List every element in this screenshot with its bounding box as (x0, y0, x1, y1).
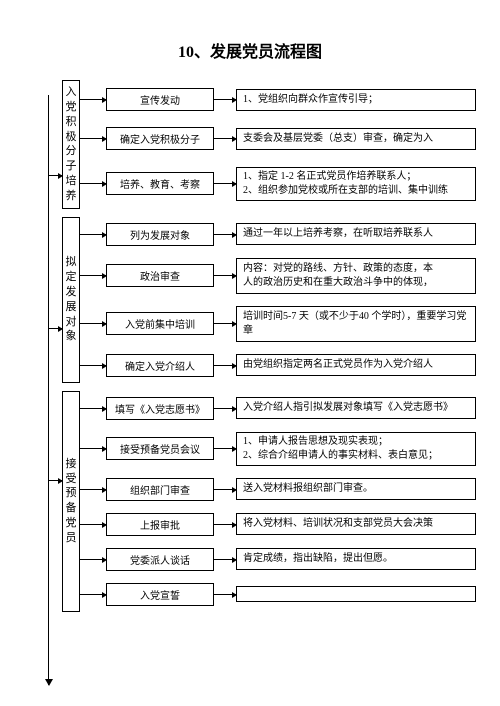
desc-line: 1、申请人报告思想及现实表现； (243, 435, 469, 449)
desc-box: 送入党材料报组织部门审查。 (236, 478, 476, 500)
section-2-rows: 列为发展对象 通过一年以上培养考察，在听取培养联系人 政治审查 内容：对党的路线… (80, 217, 482, 383)
step-box: 入党前集中培训 (106, 312, 214, 335)
flow-row: 填写《入党志愿书》 入党介绍人指引拟发展对象填写《入党志愿书》 (80, 391, 482, 426)
connector (80, 489, 106, 490)
connector (80, 234, 106, 235)
desc-box: 内容：对党的路线、方针、政策的态度，本 人的政治历史和在重大政治斗争中的体现， (236, 258, 476, 294)
desc-box: 将入党材料、培训状况和支部党员大会决策 (236, 513, 476, 535)
connector (80, 99, 106, 100)
connector (80, 365, 106, 366)
desc-line: 送入党材料报组织部门审查。 (243, 482, 469, 496)
flow-row: 确定入党介绍人 由党组织指定两名正式党员作为入党介绍人 (80, 348, 482, 383)
desc-box: 肯定成绩，指出缺陷，提出但愿。 (236, 548, 476, 570)
flow-spine (48, 95, 49, 685)
flow-row: 确定入党积极分子 支委会及基层党委（总支）审查，确定为入 (80, 121, 482, 156)
section-3: 接受预备党员 填写《入党志愿书》 入党介绍人指引拟发展对象填写《入党志愿书》 接… (62, 391, 482, 612)
step-box: 接受预备党员会议 (106, 437, 214, 460)
connector (214, 138, 236, 139)
connector (80, 408, 106, 409)
connector (214, 448, 236, 449)
connector (80, 323, 106, 324)
desc-box: 1、党组织向群众作宣传引导； (236, 89, 476, 111)
desc-box: 入党介绍人指引拟发展对象填写《入党志愿书》 (236, 397, 476, 419)
connector (80, 448, 106, 449)
desc-line: 人的政治历史和在重大政治斗争中的体现， (243, 276, 469, 290)
desc-box: 培训时间5-7 天（或不少于40 个学时），重要学习党章 (236, 306, 476, 342)
step-box: 确定入党积极分子 (106, 127, 214, 150)
desc-line: 2、综合介绍申请人的事实材料、表白意见； (243, 449, 469, 463)
flow-row: 列为发展对象 通过一年以上培养考察，在听取培养联系人 (80, 217, 482, 252)
page-title: 10、发展党员流程图 (0, 0, 500, 80)
spine-tick-2 (48, 328, 62, 329)
desc-line: 将入党材料、培训状况和支部党员大会决策 (243, 517, 469, 531)
desc-line: 通过一年以上培养考察，在听取培养联系人 (243, 227, 469, 241)
connector (214, 275, 236, 276)
connector (214, 489, 236, 490)
section-1-rows: 宣传发动 1、党组织向群众作宣传引导； 确定入党积极分子 支委会及基层党委（总支… (80, 80, 482, 209)
step-box: 组织部门审查 (106, 478, 214, 501)
flow-row: 培养、教育、考察 1、指定 1-2 名正式党员作培养联系人； 2、组织参加党校或… (80, 161, 482, 207)
spine-arrowhead (45, 679, 53, 686)
flow-row: 接受预备党员会议 1、申请人报告思想及现实表现； 2、综合介绍申请人的事实材料、… (80, 426, 482, 472)
section-1: 入党积极分子培养 宣传发动 1、党组织向群众作宣传引导； 确定入党积极分子 支委… (62, 80, 482, 209)
flowchart: 入党积极分子培养 宣传发动 1、党组织向群众作宣传引导； 确定入党积极分子 支委… (62, 80, 482, 612)
desc-box: 通过一年以上培养考察，在听取培养联系人 (236, 223, 476, 245)
desc-box: 支委会及基层党委（总支）审查，确定为入 (236, 128, 476, 150)
desc-box: 由党组织指定两名正式党员作为入党介绍人 (236, 354, 476, 376)
desc-line: 由党组织指定两名正式党员作为入党介绍人 (243, 358, 469, 372)
step-box: 政治审查 (106, 264, 214, 287)
desc-box (236, 586, 476, 602)
step-box: 填写《入党志愿书》 (106, 397, 214, 420)
flow-row: 上报审批 将入党材料、培训状况和支部党员大会决策 (80, 507, 482, 542)
desc-line: 1、指定 1-2 名正式党员作培养联系人； (243, 170, 469, 184)
desc-line: 入党介绍人指引拟发展对象填写《入党志愿书》 (243, 401, 469, 415)
step-box: 上报审批 (106, 513, 214, 536)
flow-row: 入党前集中培训 培训时间5-7 天（或不少于40 个学时），重要学习党章 (80, 300, 482, 348)
spine-tick-1 (48, 175, 62, 176)
step-box: 党委派人谈话 (106, 548, 214, 571)
step-box: 入党宣誓 (106, 583, 214, 606)
connector (80, 594, 106, 595)
connector (214, 559, 236, 560)
desc-line: 1、党组织向群众作宣传引导； (243, 93, 469, 107)
desc-line: 2、组织参加党校或所在支部的培训、集中训练 (243, 184, 469, 198)
desc-box: 1、指定 1-2 名正式党员作培养联系人； 2、组织参加党校或所在支部的培训、集… (236, 167, 476, 201)
desc-line: 培训时间5-7 天（或不少于40 个学时），重要学习党章 (243, 310, 469, 338)
spine-tick-3 (48, 480, 62, 481)
connector (80, 559, 106, 560)
connector (80, 138, 106, 139)
connector (214, 408, 236, 409)
connector (80, 524, 106, 525)
section-2-label: 拟定发展对象 (62, 217, 80, 383)
step-box: 培养、教育、考察 (106, 172, 214, 195)
desc-line: 内容：对党的路线、方针、政策的态度，本 (243, 262, 469, 276)
connector (214, 234, 236, 235)
desc-line: 支委会及基层党委（总支）审查，确定为入 (243, 132, 469, 146)
step-box: 宣传发动 (106, 88, 214, 111)
section-2: 拟定发展对象 列为发展对象 通过一年以上培养考察，在听取培养联系人 政治审查 内… (62, 217, 482, 383)
section-1-label: 入党积极分子培养 (62, 80, 80, 209)
connector (214, 99, 236, 100)
connector (214, 594, 236, 595)
connector (214, 323, 236, 324)
desc-box: 1、申请人报告思想及现实表现； 2、综合介绍申请人的事实材料、表白意见； (236, 432, 476, 466)
flow-row: 组织部门审查 送入党材料报组织部门审查。 (80, 472, 482, 507)
step-box: 确定入党介绍人 (106, 354, 214, 377)
step-box: 列为发展对象 (106, 223, 214, 246)
flow-row: 入党宣誓 (80, 577, 482, 612)
connector (214, 183, 236, 184)
section-3-rows: 填写《入党志愿书》 入党介绍人指引拟发展对象填写《入党志愿书》 接受预备党员会议… (80, 391, 482, 612)
connector (80, 183, 106, 184)
connector (80, 275, 106, 276)
flow-row: 党委派人谈话 肯定成绩，指出缺陷，提出但愿。 (80, 542, 482, 577)
connector (214, 365, 236, 366)
connector (214, 524, 236, 525)
section-3-label: 接受预备党员 (62, 391, 80, 612)
desc-line: 肯定成绩，指出缺陷，提出但愿。 (243, 552, 469, 566)
flow-row: 政治审查 内容：对党的路线、方针、政策的态度，本 人的政治历史和在重大政治斗争中… (80, 252, 482, 300)
flow-row: 宣传发动 1、党组织向群众作宣传引导； (80, 82, 482, 117)
